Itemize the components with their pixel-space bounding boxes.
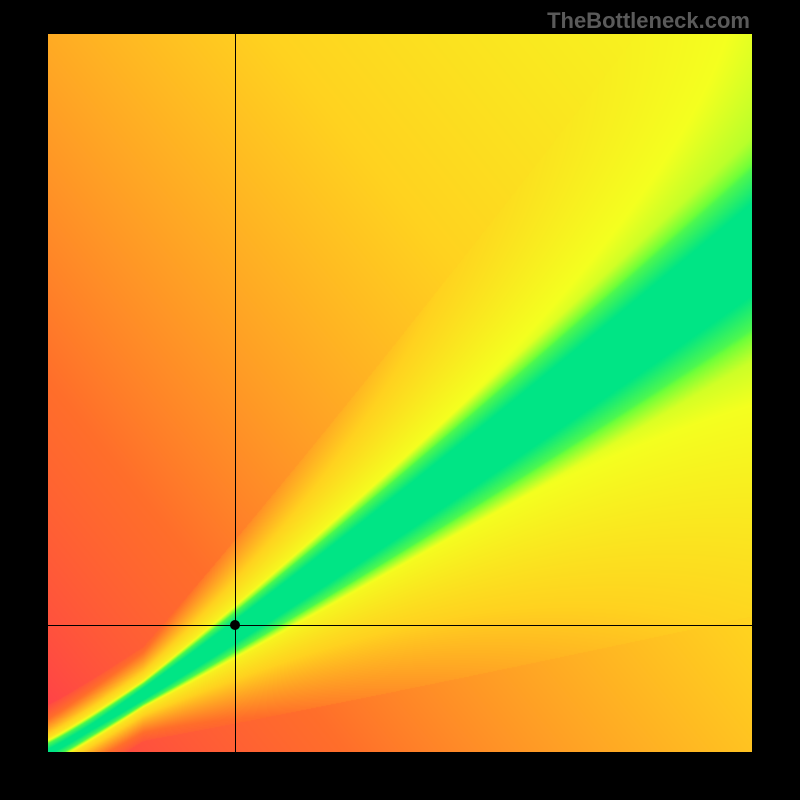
crosshair-marker-dot — [230, 620, 240, 630]
crosshair-vertical-line — [235, 34, 236, 752]
crosshair-horizontal-line — [48, 625, 752, 626]
heatmap-plot-area — [48, 34, 752, 752]
watermark-text: TheBottleneck.com — [547, 8, 750, 34]
heatmap-canvas — [48, 34, 752, 752]
